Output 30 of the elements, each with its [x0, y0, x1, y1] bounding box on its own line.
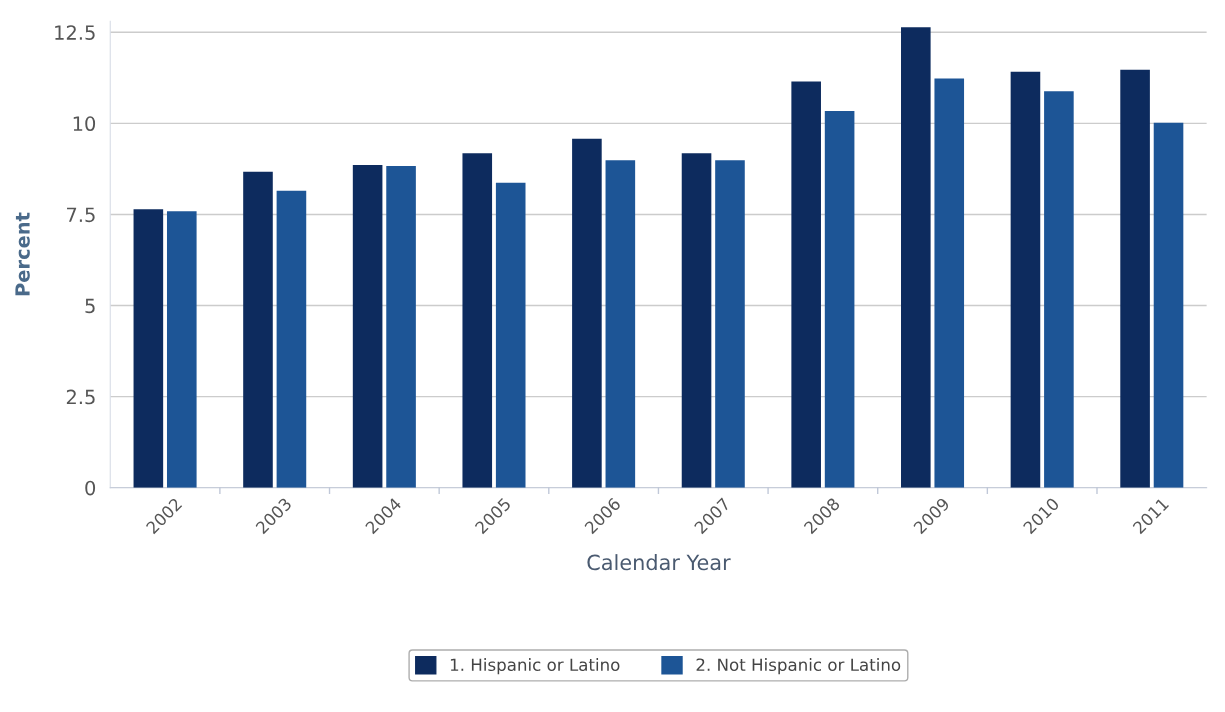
- bar: [934, 78, 965, 488]
- y-axis-title: Percent: [15, 212, 30, 296]
- bar: [166, 211, 197, 488]
- bar: [824, 110, 855, 488]
- bar: [901, 27, 931, 488]
- bar: [791, 81, 821, 488]
- y-tick-label: 12.5: [55, 25, 95, 40]
- bar: [352, 164, 383, 488]
- bar: [1044, 91, 1074, 488]
- bar: [681, 153, 712, 488]
- bar: [495, 182, 526, 488]
- y-tick-label: 5: [85, 298, 95, 314]
- y-tick-label: 2.5: [66, 389, 95, 405]
- legend-label: 2. Not Hispanic or Latino: [696, 658, 901, 675]
- x-axis-title: Calendar Year: [587, 554, 731, 571]
- bar: [386, 166, 416, 488]
- bar: [605, 160, 636, 488]
- bar: [276, 190, 307, 488]
- legend-label: 1. Hispanic or Latino: [450, 658, 620, 675]
- bar: [715, 160, 745, 488]
- y-tick-label: 7.5: [67, 207, 95, 223]
- y-tick-label: 0: [85, 480, 96, 496]
- bar: [462, 153, 493, 488]
- bar: [1153, 122, 1184, 488]
- bar: [243, 171, 273, 488]
- bar: [572, 138, 602, 488]
- bar: [133, 209, 164, 488]
- y-tick-label: 10: [73, 116, 96, 132]
- bar: [1010, 71, 1041, 488]
- bar: [1120, 69, 1150, 488]
